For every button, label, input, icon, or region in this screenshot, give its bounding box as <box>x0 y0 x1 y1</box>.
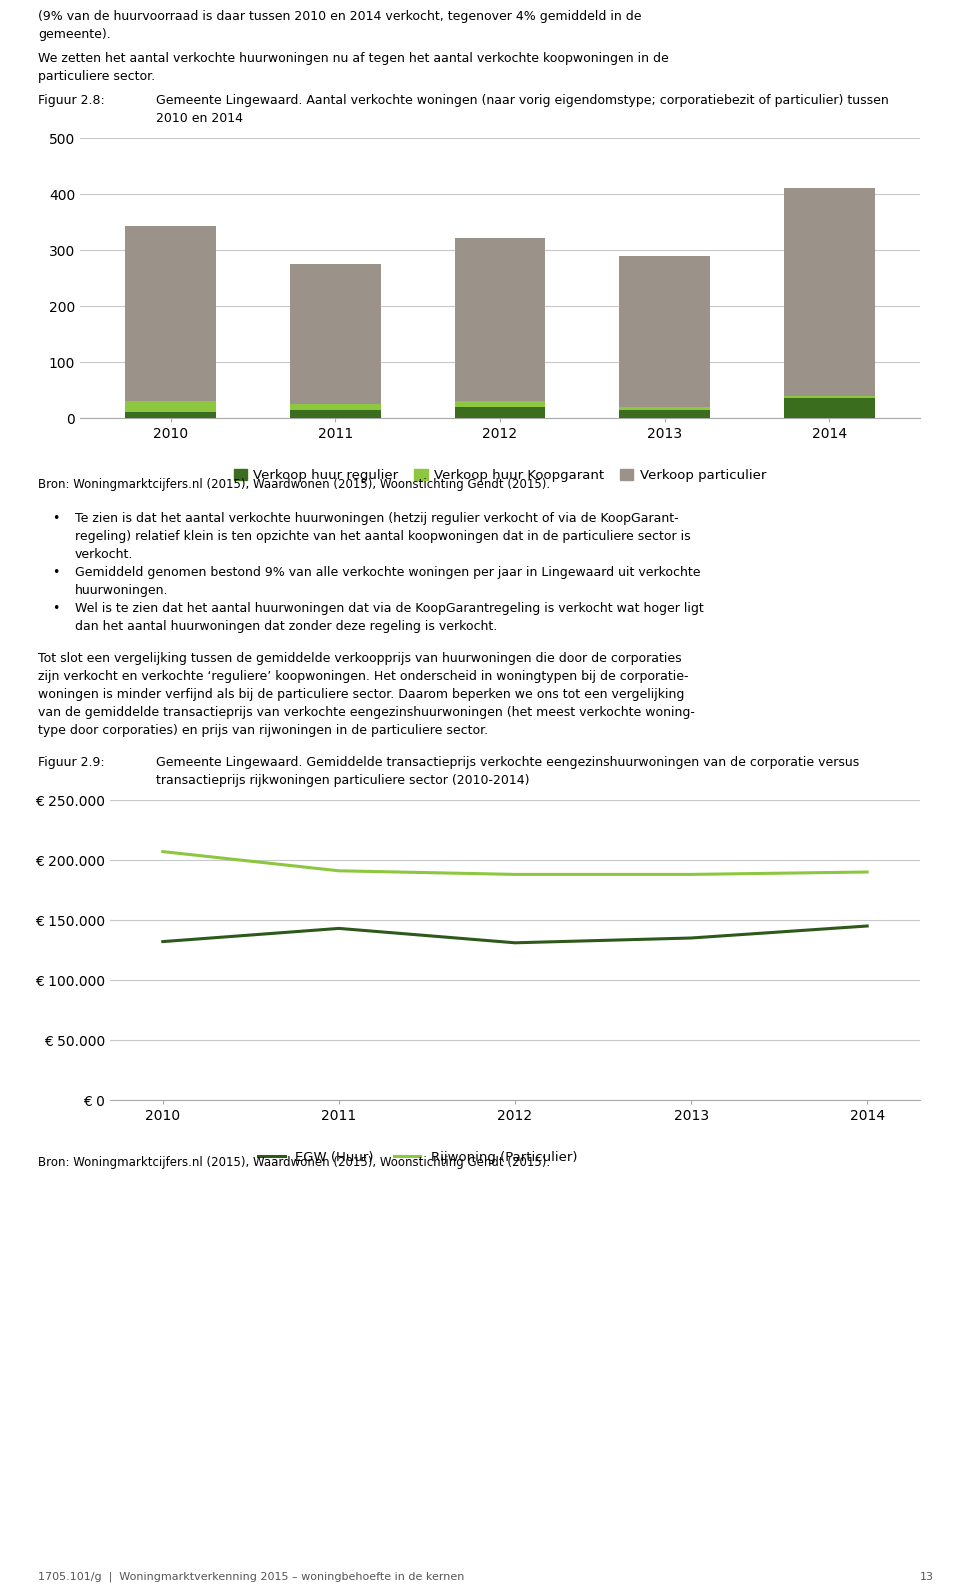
Text: •: • <box>52 601 60 616</box>
Bar <box>455 401 545 407</box>
Bar <box>290 409 380 418</box>
Text: huurwoningen.: huurwoningen. <box>75 584 169 597</box>
Text: Tot slot een vergelijking tussen de gemiddelde verkoopprijs van huurwoningen die: Tot slot een vergelijking tussen de gemi… <box>38 652 682 665</box>
Text: •: • <box>52 566 60 579</box>
Text: (9% van de huurvoorraad is daar tussen 2010 en 2014 verkocht, tegenover 4% gemid: (9% van de huurvoorraad is daar tussen 2… <box>38 10 641 22</box>
Text: Figuur 2.9:: Figuur 2.9: <box>38 756 105 768</box>
Bar <box>126 226 216 401</box>
Text: Bron: Woningmarktcijfers.nl (2015), Waardwonen (2015), Woonstichting Gendt (2015: Bron: Woningmarktcijfers.nl (2015), Waar… <box>38 1157 550 1169</box>
Legend: Verkoop huur regulier, Verkoop huur Koopgarant, Verkoop particulier: Verkoop huur regulier, Verkoop huur Koop… <box>228 465 772 487</box>
Text: transactieprijs rijkwoningen particuliere sector (2010-2014): transactieprijs rijkwoningen particulier… <box>156 773 530 788</box>
Text: zijn verkocht en verkochte ‘reguliere’ koopwoningen. Het onderscheid in woningty: zijn verkocht en verkochte ‘reguliere’ k… <box>38 670 688 683</box>
Text: 13: 13 <box>920 1572 934 1581</box>
Text: We zetten het aantal verkochte huurwoningen nu af tegen het aantal verkochte koo: We zetten het aantal verkochte huurwonin… <box>38 53 669 65</box>
Text: type door corporaties) en prijs van rijwoningen in de particuliere sector.: type door corporaties) en prijs van rijw… <box>38 724 488 737</box>
Text: dan het aantal huurwoningen dat zonder deze regeling is verkocht.: dan het aantal huurwoningen dat zonder d… <box>75 620 497 633</box>
Text: Gemiddeld genomen bestond 9% van alle verkochte woningen per jaar in Lingewaard : Gemiddeld genomen bestond 9% van alle ve… <box>75 566 701 579</box>
Bar <box>619 407 710 409</box>
Text: Gemeente Lingewaard. Aantal verkochte woningen (naar vorig eigendomstype; corpor: Gemeente Lingewaard. Aantal verkochte wo… <box>156 94 889 107</box>
Bar <box>126 412 216 418</box>
Bar <box>455 407 545 418</box>
Bar <box>126 401 216 412</box>
Text: 2010 en 2014: 2010 en 2014 <box>156 111 243 126</box>
Text: Figuur 2.8:: Figuur 2.8: <box>38 94 105 107</box>
Text: Te zien is dat het aantal verkochte huurwoningen (hetzij regulier verkocht of vi: Te zien is dat het aantal verkochte huur… <box>75 512 679 525</box>
Text: woningen is minder verfijnd als bij de particuliere sector. Daarom beperken we o: woningen is minder verfijnd als bij de p… <box>38 687 684 702</box>
Text: particuliere sector.: particuliere sector. <box>38 70 156 83</box>
Bar <box>290 404 380 409</box>
Bar <box>784 398 875 418</box>
Text: Gemeente Lingewaard. Gemiddelde transactieprijs verkochte eengezinshuurwoningen : Gemeente Lingewaard. Gemiddelde transact… <box>156 756 859 768</box>
Text: van de gemiddelde transactieprijs van verkochte eengezinshuurwoningen (het meest: van de gemiddelde transactieprijs van ve… <box>38 706 695 719</box>
Text: •: • <box>52 512 60 525</box>
Text: gemeente).: gemeente). <box>38 29 110 41</box>
Bar <box>455 237 545 401</box>
Bar <box>619 256 710 407</box>
Text: Bron: Woningmarktcijfers.nl (2015), Waardwonen (2015), Woonstichting Gendt (2015: Bron: Woningmarktcijfers.nl (2015), Waar… <box>38 477 550 492</box>
Bar <box>784 188 875 396</box>
Bar <box>784 396 875 398</box>
Text: 1705.101/g  |  Woningmarktverkenning 2015 – woningbehoefte in de kernen: 1705.101/g | Woningmarktverkenning 2015 … <box>38 1572 465 1583</box>
Text: regeling) relatief klein is ten opzichte van het aantal koopwoningen dat in de p: regeling) relatief klein is ten opzichte… <box>75 530 690 543</box>
Legend: EGW (Huur), Rijwoning (Particulier): EGW (Huur), Rijwoning (Particulier) <box>253 1146 583 1169</box>
Bar <box>619 409 710 418</box>
Bar <box>290 264 380 404</box>
Text: verkocht.: verkocht. <box>75 547 133 562</box>
Text: Wel is te zien dat het aantal huurwoningen dat via de KoopGarantregeling is verk: Wel is te zien dat het aantal huurwoning… <box>75 601 704 616</box>
